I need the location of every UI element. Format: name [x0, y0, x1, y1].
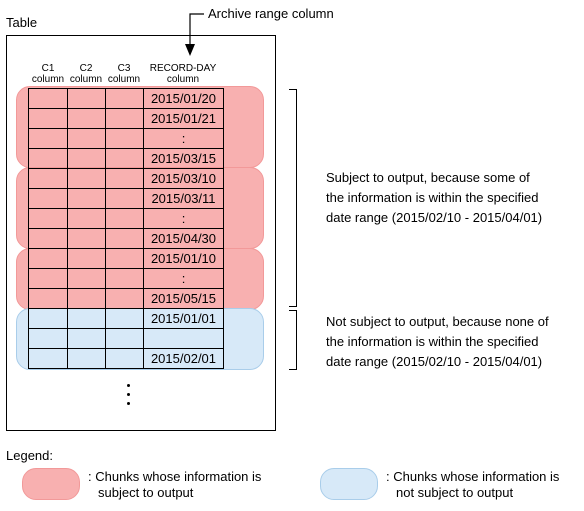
bracket-output — [289, 89, 297, 307]
legend-text-output: : Chunks whose information is subject to… — [88, 469, 262, 500]
table-cell — [67, 88, 106, 109]
more-rows-ellipsis-icon — [127, 384, 130, 411]
table-cell — [28, 308, 68, 329]
legend-swatch-not-output — [320, 468, 378, 500]
table-cell — [105, 88, 144, 109]
record-day-cell: 2015/04/30 — [143, 228, 224, 249]
table-cell — [67, 288, 106, 309]
record-day-cell: 2015/01/01 — [143, 308, 224, 329]
table-cell — [28, 128, 68, 149]
table-cell — [28, 348, 68, 369]
table-cell — [105, 228, 144, 249]
chunk-output-1 — [16, 86, 264, 168]
table-cell — [28, 208, 68, 229]
table-frame — [6, 35, 276, 431]
record-day-cell: 2015/01/21 — [143, 108, 224, 129]
table-label: Table — [6, 15, 38, 30]
table-cell — [67, 208, 106, 229]
table-cell — [105, 308, 144, 329]
note-not-output: Not subject to output, because none of t… — [326, 314, 549, 369]
table-cell — [67, 328, 106, 349]
bracket-not-output — [289, 310, 297, 370]
table-cell — [105, 348, 144, 369]
table-cell — [105, 188, 144, 209]
column-header-c1: C1 column — [31, 63, 65, 85]
record-day-cell: 2015/01/20 — [143, 88, 224, 109]
chunk-output-3 — [16, 248, 264, 310]
table-cell — [67, 108, 106, 129]
column-header-c3: C3 column — [107, 63, 141, 85]
record-day-cell: : — [143, 268, 224, 289]
record-day-cell: 2015/03/10 — [143, 168, 224, 189]
table-cell — [67, 308, 106, 329]
table-cell — [28, 248, 68, 269]
record-day-cell: : — [143, 208, 224, 229]
table-cell — [105, 108, 144, 129]
table-cell — [28, 288, 68, 309]
legend-text-not-output: : Chunks whose information is not subjec… — [386, 469, 560, 500]
archive-range-label: Archive range column — [208, 6, 334, 21]
table-cell — [28, 168, 68, 189]
table-cell — [28, 268, 68, 289]
column-header-record-day: RECORD-DAY column — [149, 63, 217, 85]
table-cell — [28, 188, 68, 209]
table-cell — [67, 128, 106, 149]
table-cell — [105, 288, 144, 309]
table-cell — [67, 168, 106, 189]
table-cell — [28, 328, 68, 349]
table-cell — [28, 148, 68, 169]
legend-swatch-output — [22, 468, 80, 500]
table-cell — [67, 148, 106, 169]
table-cell — [105, 328, 144, 349]
record-day-cell: 2015/03/11 — [143, 188, 224, 209]
table-cell — [105, 148, 144, 169]
table-cell — [67, 248, 106, 269]
record-day-cell: 2015/02/01 — [143, 348, 224, 369]
table-cell — [105, 248, 144, 269]
record-day-cell: 2015/05/15 — [143, 288, 224, 309]
record-day-cell — [143, 328, 224, 349]
table-cell — [105, 208, 144, 229]
record-day-cell: 2015/01/10 — [143, 248, 224, 269]
table-cell — [28, 88, 68, 109]
note-output: Subject to output, because some of the i… — [326, 170, 543, 225]
table-cell — [28, 228, 68, 249]
record-day-cell: : — [143, 128, 224, 149]
legend-title: Legend: — [6, 448, 53, 463]
table-cell — [67, 348, 106, 369]
table-cell — [28, 108, 68, 129]
record-day-cell: 2015/03/15 — [143, 148, 224, 169]
table-cell — [105, 268, 144, 289]
table-cell — [105, 168, 144, 189]
table-cell — [67, 188, 106, 209]
table-cell — [67, 268, 106, 289]
table-cell — [67, 228, 106, 249]
table-cell — [105, 128, 144, 149]
column-header-c2: C2 column — [69, 63, 103, 85]
